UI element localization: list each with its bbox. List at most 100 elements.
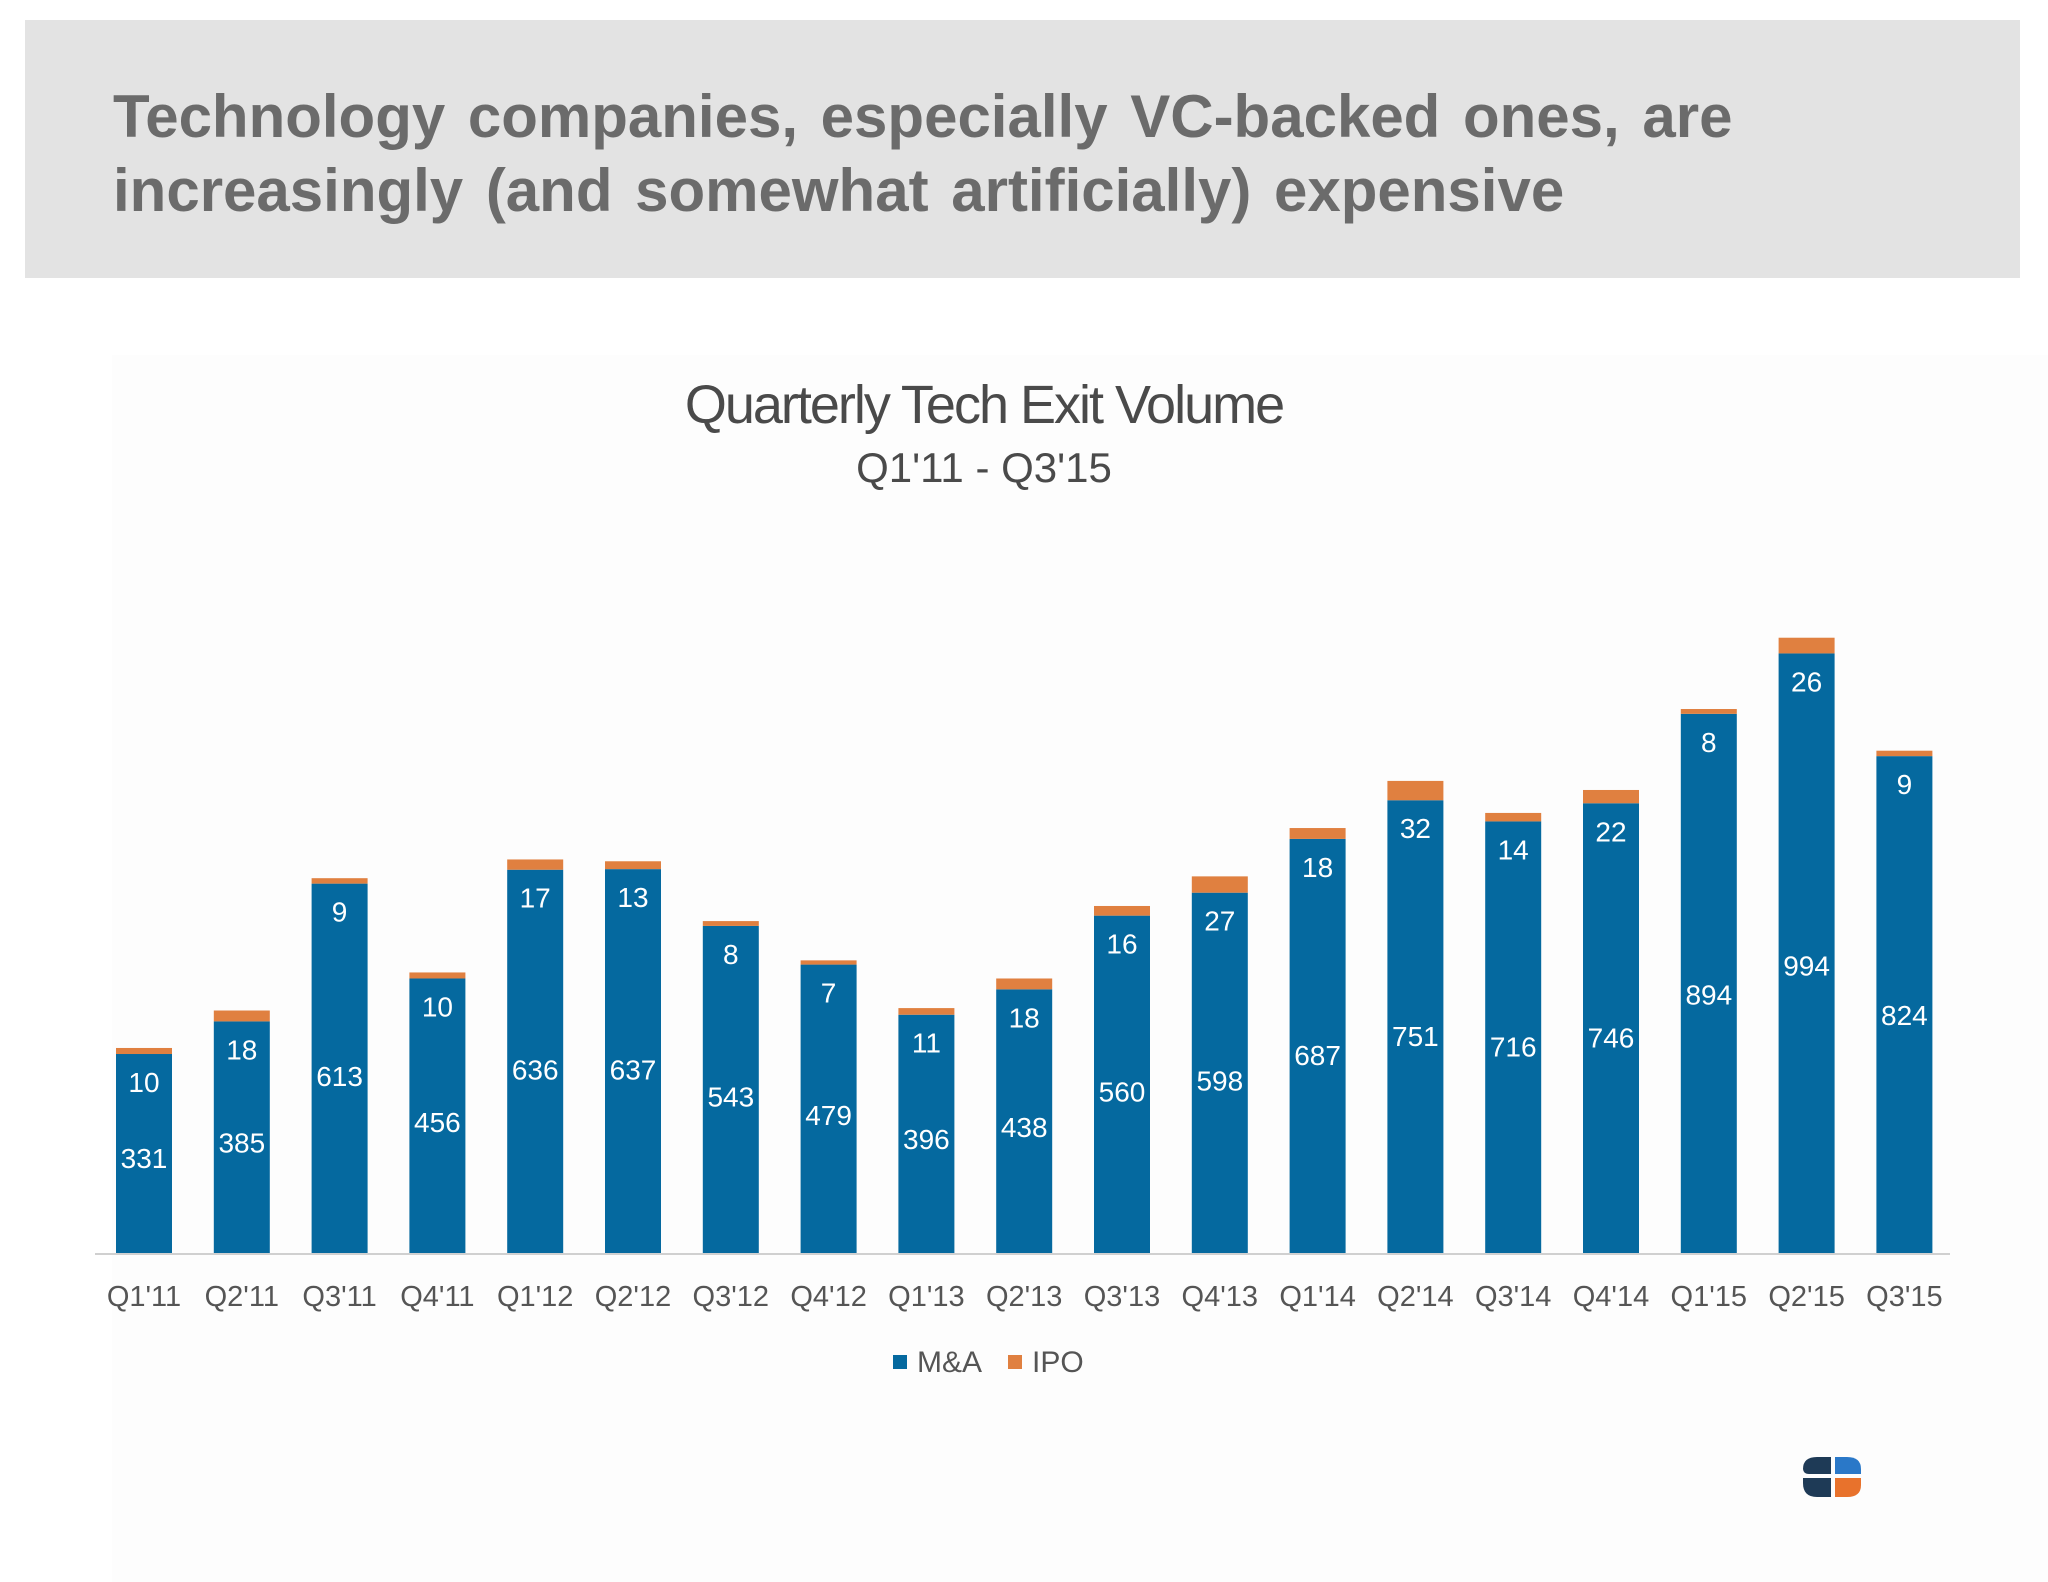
data-label-ipo: 26 <box>1791 666 1822 697</box>
data-label-ipo: 7 <box>821 978 837 1009</box>
data-label-ma: 751 <box>1392 1021 1439 1052</box>
data-label-ma: 716 <box>1490 1031 1537 1062</box>
data-label-ipo: 18 <box>226 1034 257 1065</box>
legend-swatch <box>893 1355 907 1369</box>
header-band <box>25 20 2020 278</box>
data-label-ipo: 11 <box>912 1028 941 1059</box>
bar-ma <box>1387 800 1444 1254</box>
data-label-ma: 824 <box>1881 1000 1928 1031</box>
data-label-ipo: 10 <box>128 1067 159 1098</box>
x-tick-label: Q4'12 <box>790 1281 866 1313</box>
data-label-ma: 746 <box>1588 1023 1635 1054</box>
x-tick-label: Q2'12 <box>595 1281 671 1313</box>
x-tick-label: Q1'15 <box>1671 1281 1747 1313</box>
x-tick-label: Q1'11 <box>107 1281 181 1313</box>
data-label-ma: 613 <box>316 1061 363 1092</box>
x-tick-label: Q1'14 <box>1279 1281 1355 1313</box>
x-tick-label: Q1'12 <box>497 1281 573 1313</box>
x-tick-label: Q2'14 <box>1377 1281 1453 1313</box>
data-label-ipo: 10 <box>422 991 453 1022</box>
data-label-ma: 331 <box>121 1143 168 1174</box>
data-label-ma: 479 <box>805 1100 852 1131</box>
bar-ma <box>1876 756 1933 1254</box>
bar-ipo <box>1191 876 1248 893</box>
data-label-ipo: 22 <box>1595 816 1626 847</box>
data-label-ipo: 17 <box>520 883 551 914</box>
data-label-ma: 636 <box>512 1055 559 1086</box>
bar-ipo <box>1387 780 1444 801</box>
bar-ipo <box>1680 709 1737 714</box>
bar-ma <box>1289 838 1346 1254</box>
bar-ipo <box>996 978 1053 990</box>
data-label-ma: 543 <box>707 1082 754 1113</box>
x-tick-labels: Q1'11 Q2'11 Q3'11 Q4'11 Q1'12 Q2'12 Q3'12 Q4'12… <box>107 1281 1943 1313</box>
data-label-ma: 894 <box>1685 980 1732 1011</box>
bar-ipo <box>1778 637 1835 654</box>
x-tick-label: Q3'14 <box>1475 1281 1551 1313</box>
bar-ma <box>702 925 759 1254</box>
data-label-ma: 385 <box>218 1127 265 1158</box>
legend-label: IPO <box>1032 1346 1084 1379</box>
bar-ma <box>1583 803 1639 1254</box>
bar-ipo <box>409 972 466 979</box>
data-label-ma: 598 <box>1196 1066 1243 1097</box>
legend-label: M&A <box>917 1346 982 1379</box>
data-label-ma: 396 <box>903 1124 950 1155</box>
bar-ma <box>1191 892 1248 1254</box>
bar-ma <box>311 883 368 1254</box>
bar-ipo <box>898 1008 955 1015</box>
data-label-ipo: 9 <box>1897 769 1913 800</box>
bar-ipo <box>702 921 759 926</box>
x-tick-label: Q3'11 <box>302 1281 376 1313</box>
bar-ipo <box>213 1010 270 1022</box>
data-label-ipo: 32 <box>1400 813 1431 844</box>
bar-ma <box>116 1054 172 1254</box>
x-tick-label: Q1'13 <box>888 1281 964 1313</box>
bar-ma <box>1680 713 1737 1254</box>
x-tick-label: Q4'14 <box>1573 1281 1649 1313</box>
bar-ma <box>1094 915 1150 1254</box>
x-tick-label: Q3'13 <box>1084 1281 1160 1313</box>
data-label-ipo: 8 <box>1701 727 1717 758</box>
data-label-ipo: 9 <box>332 897 348 928</box>
bar-ma <box>213 1021 270 1254</box>
data-label-ma: 637 <box>610 1054 657 1085</box>
data-label-ipo: 13 <box>617 882 648 913</box>
x-tick-label: Q2'11 <box>205 1281 279 1313</box>
bar-ipo <box>1583 789 1639 804</box>
data-label-ipo: 8 <box>723 939 739 970</box>
bar-ipo <box>800 960 857 965</box>
bar-ipo <box>1485 812 1542 822</box>
x-tick-label: Q4'13 <box>1182 1281 1258 1313</box>
legend: M&A IPO <box>893 1346 1084 1379</box>
x-tick-label: Q4'11 <box>400 1281 474 1313</box>
chart-subtitle: Q1'11 - Q3'15 <box>856 444 1112 491</box>
bar-ma <box>800 964 857 1254</box>
data-label-ma: 456 <box>414 1107 461 1138</box>
bar-ma <box>898 1014 955 1254</box>
bar-ma <box>996 989 1053 1254</box>
bar-ma <box>1485 821 1542 1254</box>
x-tick-label: Q2'13 <box>986 1281 1062 1313</box>
bar-ma <box>1778 653 1835 1254</box>
company-logo-icon <box>1803 1457 1861 1497</box>
data-label-ma: 994 <box>1783 951 1830 982</box>
chart-title: Quarterly Tech Exit Volume <box>685 375 1283 435</box>
bar-ma <box>507 869 564 1254</box>
bars-group: 10 331 18 385 9 613 10 456 17 636 13 637 8 543 7 479 11 3… <box>116 637 1933 1254</box>
x-tick-label: Q2'15 <box>1768 1281 1844 1313</box>
bar-ipo <box>507 859 564 870</box>
data-label-ma: 687 <box>1294 1040 1341 1071</box>
data-label-ma: 560 <box>1099 1077 1146 1108</box>
bar-ipo <box>605 861 661 870</box>
data-label-ipo: 18 <box>1009 1002 1040 1033</box>
data-label-ipo: 18 <box>1302 852 1333 883</box>
bar-ipo <box>1289 828 1346 839</box>
bar-ma <box>409 978 466 1254</box>
bar-ma <box>605 869 661 1254</box>
bar-ipo <box>1876 750 1933 757</box>
bar-ipo <box>1094 905 1150 916</box>
data-label-ipo: 14 <box>1498 834 1529 865</box>
bar-ipo <box>116 1047 172 1055</box>
